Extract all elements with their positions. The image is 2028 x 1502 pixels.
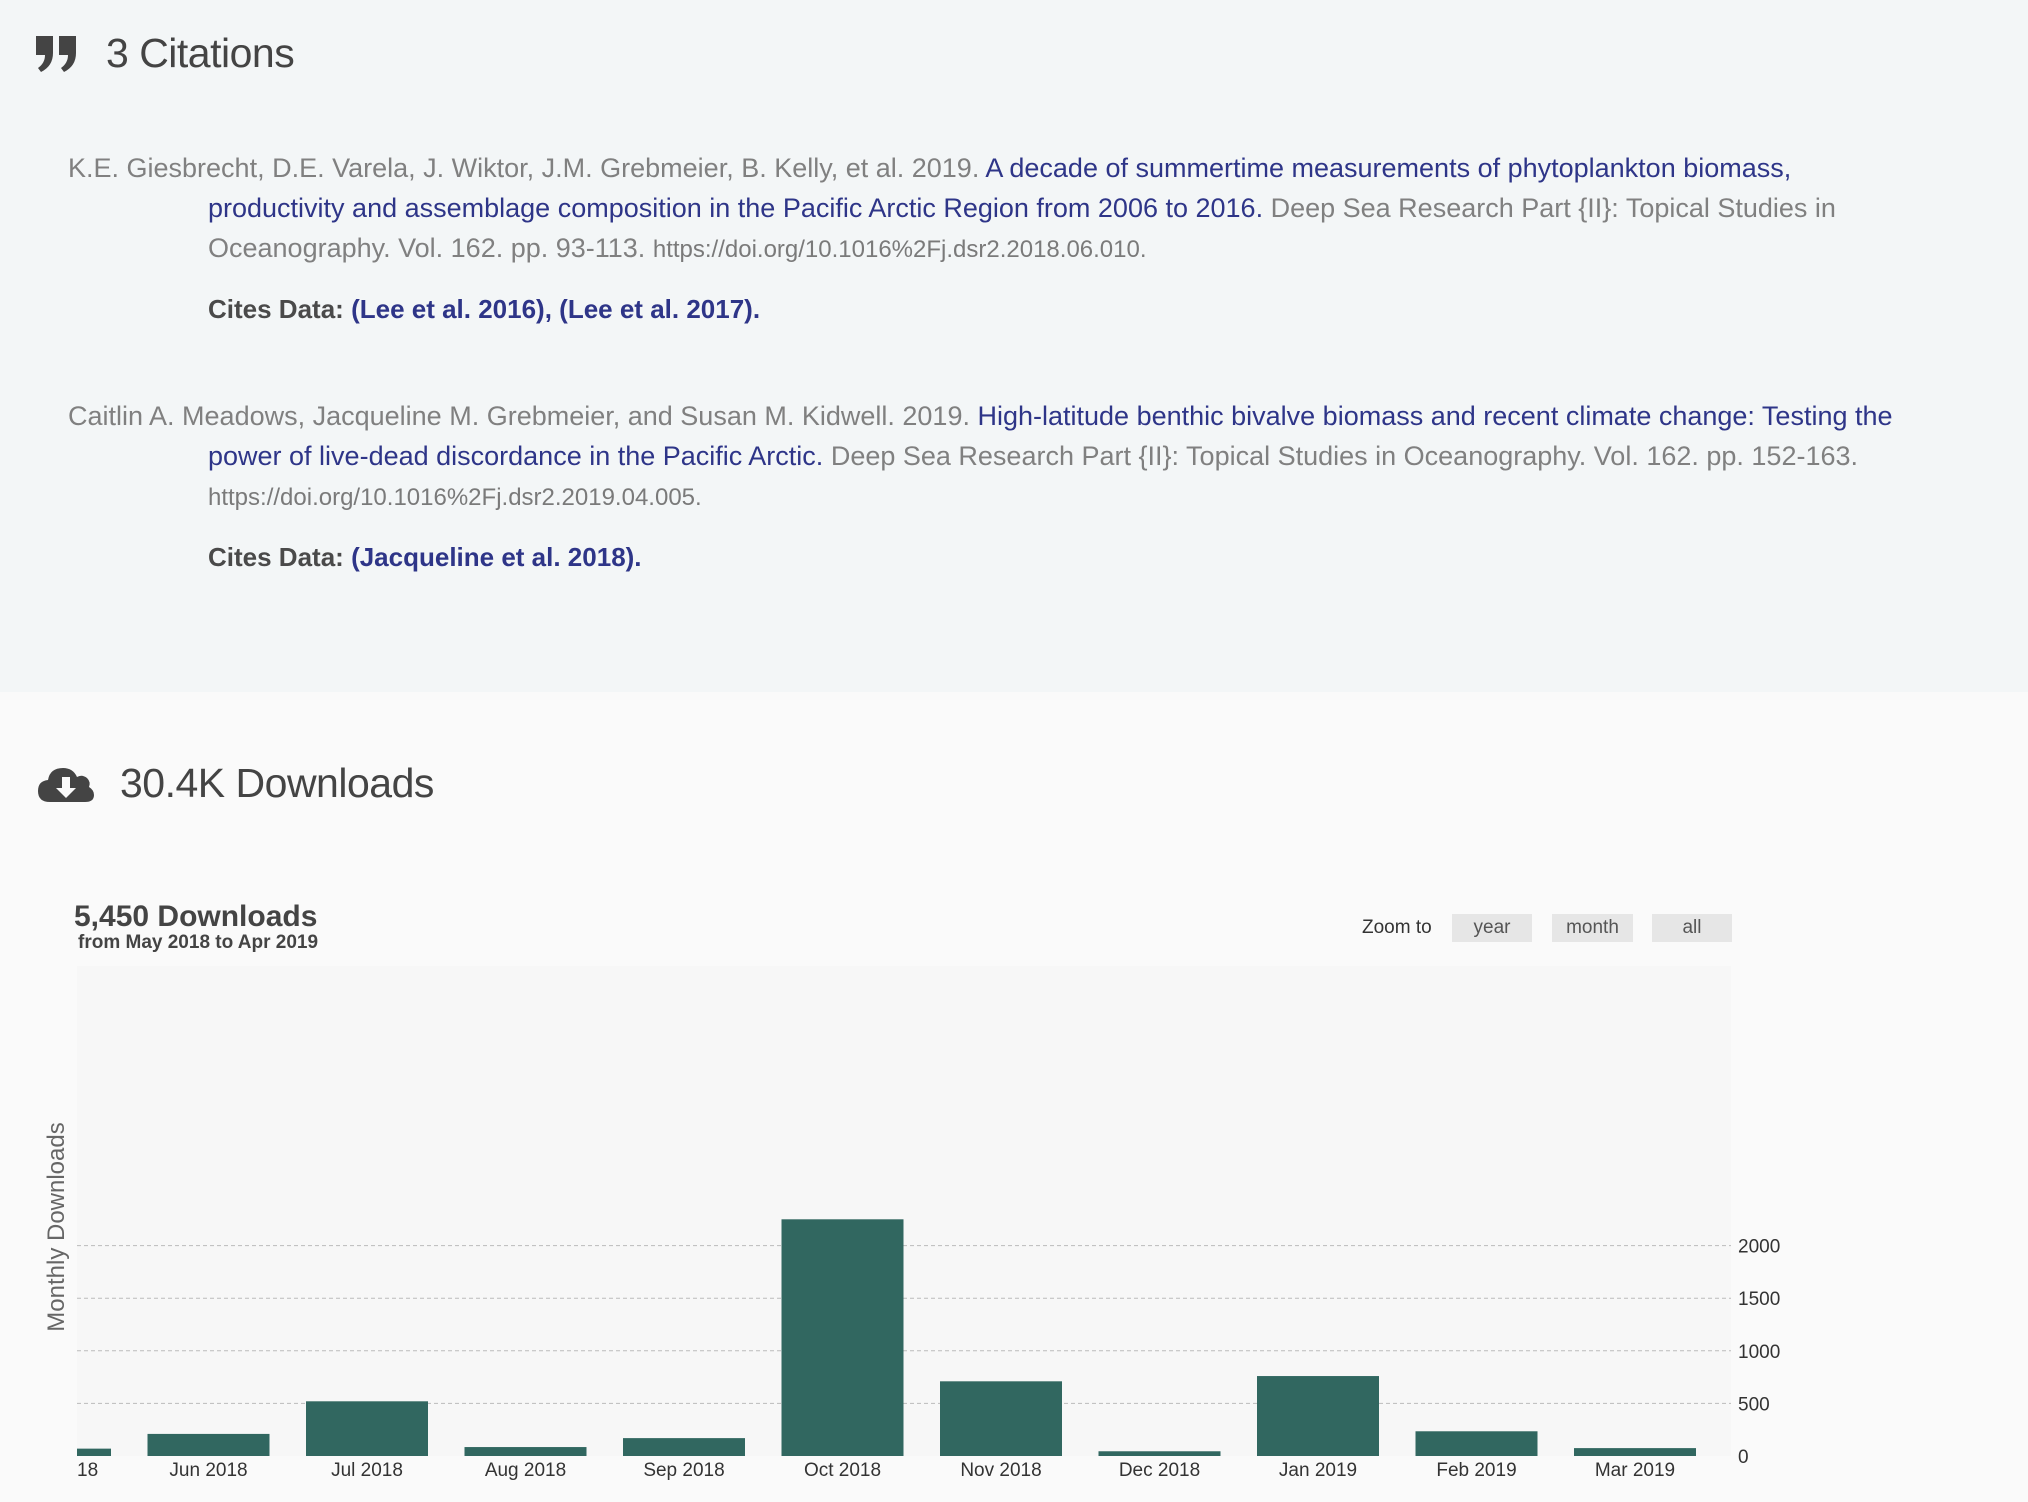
chart-headline: 5,450 Downloads [74, 900, 318, 933]
zoom-month-button[interactable]: month [1552, 914, 1633, 942]
citations-title: 3 Citations [106, 30, 295, 76]
citation-doi-link[interactable]: https://doi.org/10.1016%2Fj.dsr2.2019.04… [208, 484, 702, 511]
y-tick-labels: 0 500 1000 1500 2000 [1738, 1237, 1780, 1468]
quote-icon [36, 35, 76, 72]
citation-journal: Deep Sea Research Part {II}: Topical Stu… [208, 193, 1836, 263]
citation-title-link[interactable]: High-latitude benthic bivalve biomass an… [208, 401, 1893, 471]
y-axis-label: Monthly Downloads [43, 1122, 70, 1331]
cites-data-label: Cites Data: [208, 294, 344, 324]
x-tick-label: Jul 2018 [331, 1460, 403, 1481]
citations-section: 3 Citations K.E. Giesbrecht, D.E. Varela… [0, 0, 2028, 692]
cloud-download-icon [38, 767, 94, 802]
cites-data-links[interactable]: (Jacqueline et al. 2018). [351, 542, 642, 572]
bar-jun-2018[interactable] [147, 1433, 270, 1456]
zoom-label: Zoom to [1362, 917, 1432, 938]
citations-header: 3 Citations [36, 30, 295, 77]
x-tick-label: 18 [77, 1460, 98, 1481]
x-tick-label: Mar 2019 [1595, 1460, 1675, 1481]
y-tick-label: 2000 [1738, 1237, 1780, 1258]
bar-aug-2018[interactable] [464, 1447, 587, 1456]
citation-item: K.E. Giesbrecht, D.E. Varela, J. Wiktor,… [68, 148, 1898, 270]
downloads-header: 30.4K Downloads [38, 760, 434, 807]
downloads-title: 30.4K Downloads [120, 760, 434, 806]
x-tick-label: Dec 2018 [1119, 1460, 1200, 1481]
grid-lines [77, 1245, 1731, 1404]
cites-data-links[interactable]: (Lee et al. 2016), (Lee et al. 2017). [351, 294, 761, 324]
citation-authors: K.E. Giesbrecht, D.E. Varela, J. Wiktor,… [68, 153, 980, 183]
bar-oct-2018[interactable] [781, 1219, 904, 1456]
cites-data: Cites Data: (Lee et al. 2016), (Lee et a… [208, 294, 760, 325]
zoom-year-button[interactable]: year [1452, 914, 1532, 942]
x-tick-label: Jun 2018 [169, 1460, 247, 1481]
bar-feb-2019[interactable] [1415, 1431, 1538, 1456]
bars [77, 1219, 1696, 1456]
bar-may-2018[interactable] [77, 1448, 111, 1456]
x-tick-label: Jan 2019 [1279, 1460, 1357, 1481]
chart-subtitle: from May 2018 to Apr 2019 [78, 932, 319, 953]
bar-jul-2018[interactable] [306, 1401, 428, 1456]
x-tick-label: Nov 2018 [960, 1460, 1041, 1481]
y-tick-label: 0 [1738, 1447, 1749, 1468]
cites-data: Cites Data: (Jacqueline et al. 2018). [208, 542, 642, 573]
x-tick-label: Aug 2018 [485, 1460, 566, 1481]
citation-title-link[interactable]: A decade of summertime measurements of p… [208, 153, 1792, 223]
y-tick-label: 1500 [1738, 1289, 1780, 1310]
bar-jan-2019[interactable] [1257, 1376, 1379, 1456]
x-tick-label: Oct 2018 [804, 1460, 881, 1481]
x-tick-label: Feb 2019 [1436, 1460, 1516, 1481]
citation-journal: Deep Sea Research Part {II}: Topical Stu… [830, 441, 1859, 471]
bar-sep-2018[interactable] [623, 1438, 745, 1456]
citation-item: Caitlin A. Meadows, Jacqueline M. Grebme… [68, 396, 1898, 518]
y-tick-label: 1000 [1738, 1342, 1780, 1363]
x-tick-label: Sep 2018 [643, 1460, 724, 1481]
cites-data-label: Cites Data: [208, 542, 344, 572]
y-tick-label: 500 [1738, 1394, 1770, 1415]
bar-dec-2018[interactable] [1098, 1451, 1221, 1456]
bar-mar-2019[interactable] [1574, 1448, 1696, 1456]
citation-authors: Caitlin A. Meadows, Jacqueline M. Grebme… [68, 401, 970, 431]
zoom-all-button[interactable]: all [1652, 914, 1732, 942]
bar-nov-2018[interactable] [940, 1381, 1062, 1456]
citation-doi-link[interactable]: https://doi.org/10.1016%2Fj.dsr2.2018.06… [652, 236, 1147, 263]
plot-area [77, 966, 1731, 1456]
x-tick-labels: 18 Jun 2018 Jul 2018 Aug 2018 Sep 2018 Oct 20… [77, 1460, 1675, 1481]
